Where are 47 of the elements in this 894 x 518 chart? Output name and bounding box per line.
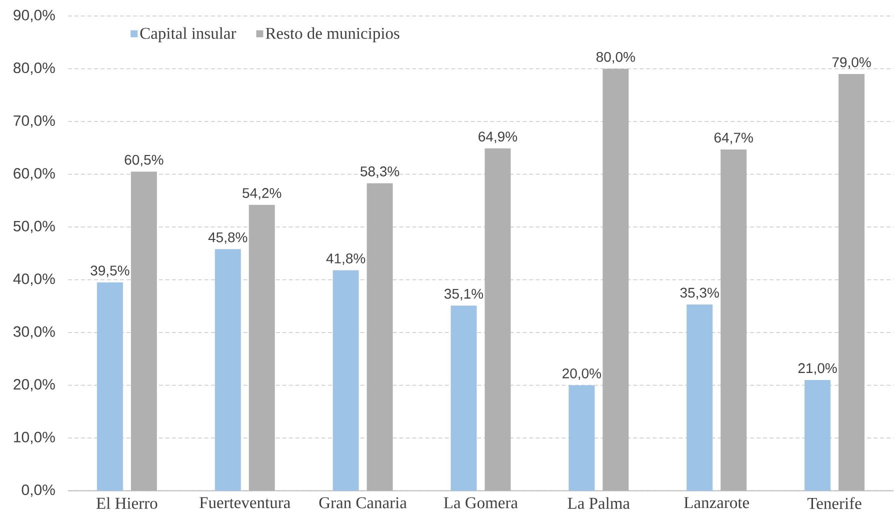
legend-label: Resto de municipios (266, 27, 400, 42)
y-tick-label: 80,0% (14, 62, 55, 76)
y-tick-label: 0,0% (22, 484, 55, 498)
bar (602, 68, 629, 491)
data-label: 21,0% (798, 363, 837, 375)
bar (450, 306, 477, 491)
y-tick-label: 40,0% (13, 274, 55, 286)
bar (248, 204, 275, 491)
y-tick-label: 20,0% (14, 379, 55, 392)
data-label: 80,0% (596, 52, 635, 64)
bar (214, 249, 241, 491)
legend-label: Capital insular (140, 27, 236, 42)
data-label: 35,1% (444, 288, 484, 301)
data-label: 20,0% (562, 368, 602, 380)
data-label: 35,3% (680, 288, 719, 300)
x-tick-label: Gran Canaria (319, 497, 407, 508)
y-tick-label: 10,0% (14, 432, 55, 444)
bar (332, 270, 359, 491)
bar (96, 282, 123, 491)
y-tick-label: 90,0% (14, 10, 55, 22)
data-label: 54,2% (242, 188, 282, 200)
x-tick-label: La Palma (568, 497, 630, 509)
data-label: 79,0% (832, 57, 871, 69)
x-tick-label: Tenerife (807, 497, 862, 510)
x-tick-label: El Hierro (96, 497, 158, 509)
bar (838, 74, 865, 491)
y-tick-label: 50,0% (14, 220, 55, 234)
bar (484, 148, 511, 491)
bar (720, 150, 747, 491)
data-label: 64,9% (478, 132, 518, 144)
x-tick-label: La Gomera (444, 497, 518, 508)
data-label: 45,8% (208, 232, 248, 244)
data-label: 41,8% (326, 254, 366, 266)
data-label: 60,5% (124, 154, 164, 167)
data-label: 39,5% (90, 266, 130, 278)
bar (804, 380, 831, 491)
y-tick-label: 30,0% (14, 326, 55, 339)
x-tick-label: Fuerteventura (200, 497, 290, 508)
bar (568, 385, 595, 491)
data-label: 58,3% (360, 166, 400, 178)
bar (686, 304, 713, 491)
y-tick-label: 70,0% (14, 115, 55, 128)
data-label: 64,7% (714, 132, 753, 144)
bar (366, 183, 393, 491)
bar (130, 172, 157, 491)
y-tick-label: 60,0% (14, 168, 55, 181)
x-tick-label: Lanzarote (684, 497, 749, 508)
